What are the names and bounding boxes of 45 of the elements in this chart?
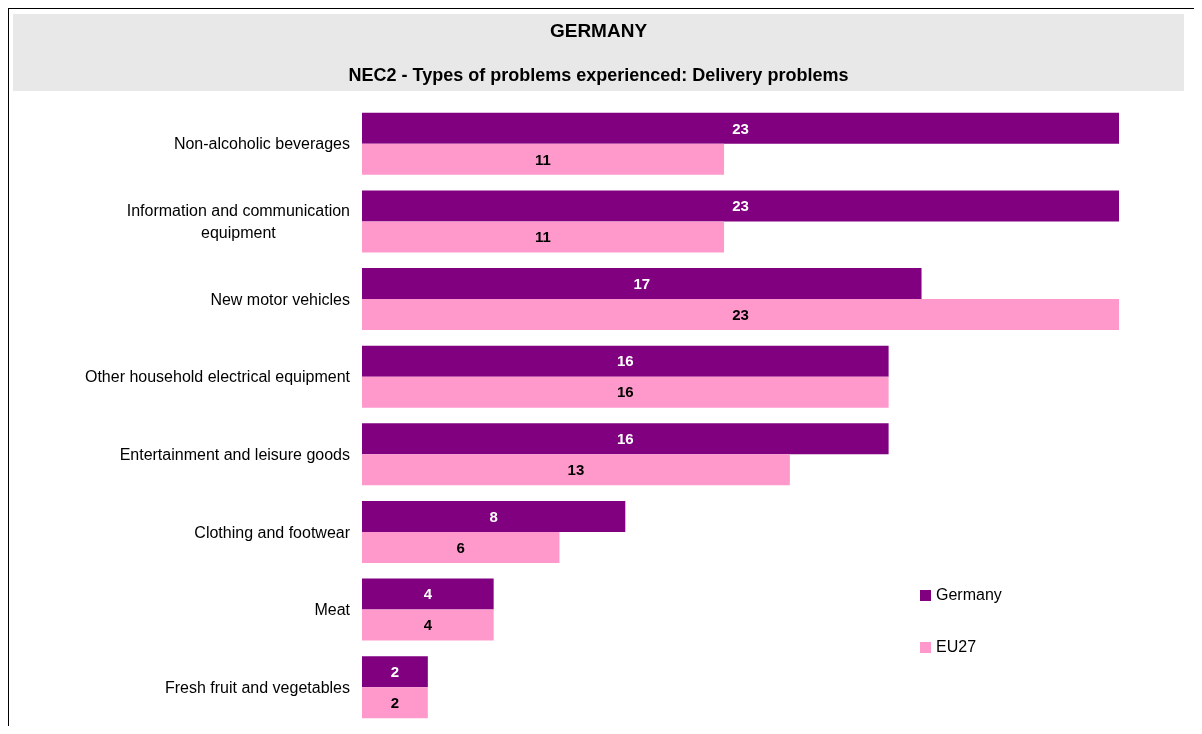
y-tick-label: Fresh fruit and vegetables [165, 678, 350, 696]
bar [362, 299, 1119, 331]
data-label: 16 [616, 352, 634, 370]
y-tick-label: New motor vehicles [210, 290, 350, 308]
data-label: 4 [423, 616, 433, 634]
title-banner: GERMANY NEC2 - Types of problems experienced: Delivery problems [13, 14, 1184, 91]
bar [362, 190, 1119, 222]
data-label: 6 [456, 538, 465, 556]
bar [362, 656, 428, 688]
bar [362, 531, 560, 563]
bar [362, 687, 428, 719]
data-label: 11 [535, 150, 551, 168]
data-label: 8 [489, 507, 498, 525]
bar [362, 376, 889, 408]
bar [362, 221, 725, 253]
legend-label: Germany [936, 586, 1002, 604]
bar [362, 500, 626, 532]
data-label: 17 [633, 274, 651, 292]
bar [362, 112, 1119, 144]
bar [362, 423, 889, 455]
data-label: 2 [390, 662, 400, 680]
data-label: 23 [732, 305, 749, 323]
y-tick-label: Other household electrical equipment [84, 368, 351, 386]
y-tick-label: Meat [314, 601, 351, 619]
data-label: 16 [616, 430, 634, 448]
data-label: 23 [732, 197, 749, 215]
y-tick-label: Entertainment and leisure goods [119, 445, 350, 463]
data-label: 4 [423, 585, 433, 603]
data-label: 11 [535, 228, 551, 246]
data-label: 2 [390, 693, 400, 711]
legend-label: EU27 [936, 638, 977, 656]
bar [362, 454, 790, 486]
bar [362, 268, 922, 300]
bar [362, 578, 494, 610]
bar [362, 345, 889, 377]
y-tick-label: Non-alcoholic beverages [173, 135, 350, 153]
data-label: 13 [567, 461, 585, 479]
data-label: 23 [732, 119, 749, 137]
chart-subtitle: NEC2 - Types of problems experienced: Delivery problems [347, 64, 850, 87]
y-tick-label: Clothing and footwear [194, 523, 351, 541]
bar [362, 143, 725, 175]
bar [362, 609, 494, 641]
y-tick-label: Information and communication equipment [126, 202, 350, 242]
data-label: 16 [616, 383, 634, 401]
chart-title: GERMANY [548, 19, 649, 43]
